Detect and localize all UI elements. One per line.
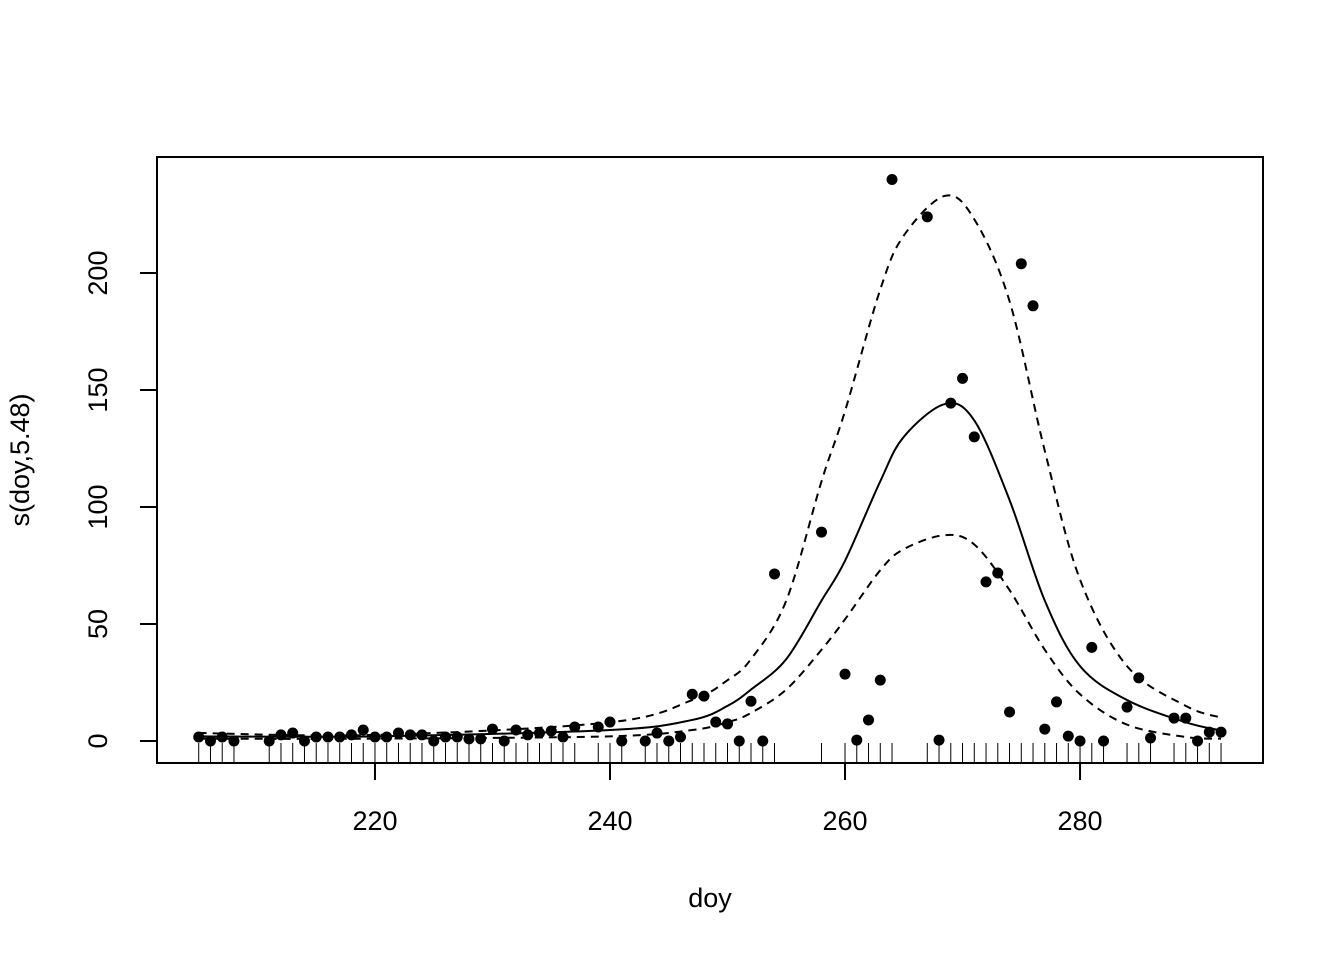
point [651, 727, 663, 739]
point [663, 735, 675, 747]
y-axis-label: s(doy,5.48) [5, 393, 35, 526]
x-tick-label: 240 [587, 806, 632, 836]
point [1074, 735, 1086, 747]
y-tick-label: 100 [83, 484, 113, 529]
y-tick-label: 50 [83, 609, 113, 639]
point [1027, 300, 1039, 312]
point [357, 724, 369, 736]
point [1121, 701, 1133, 713]
point [933, 734, 945, 746]
point [839, 668, 851, 680]
point [686, 688, 698, 700]
point [710, 716, 722, 728]
point [769, 568, 781, 580]
y-tick-label: 200 [83, 251, 113, 296]
point [863, 714, 875, 726]
y-tick-label: 150 [83, 368, 113, 413]
point [733, 735, 745, 747]
point [522, 729, 534, 741]
point [886, 173, 898, 185]
point [1098, 735, 1110, 747]
point [1062, 730, 1074, 742]
point [1215, 726, 1227, 738]
point [1039, 723, 1051, 735]
point [1086, 641, 1098, 653]
point [1051, 696, 1063, 708]
point [745, 695, 757, 707]
point [1145, 732, 1157, 744]
point [757, 735, 769, 747]
point [345, 729, 357, 741]
point [428, 735, 440, 747]
point [675, 731, 687, 743]
x-axis-label: doy [688, 883, 732, 913]
point [486, 723, 498, 735]
point [545, 725, 557, 737]
confidence-band [198, 533, 1222, 740]
point [980, 576, 992, 588]
point [1015, 258, 1027, 270]
plot-frame [156, 156, 1264, 764]
y-tick-label: 0 [83, 733, 113, 748]
point [616, 735, 628, 747]
x-tick-label: 220 [352, 806, 397, 836]
point [1004, 706, 1016, 718]
point [639, 735, 651, 747]
confidence-band [198, 194, 1222, 737]
point [874, 674, 886, 686]
fit-line [198, 402, 1222, 738]
point [816, 526, 828, 538]
x-tick-label: 260 [822, 806, 867, 836]
x-tick-label: 280 [1058, 806, 1103, 836]
point [851, 734, 863, 746]
point [569, 721, 581, 733]
point [968, 431, 980, 443]
point [957, 372, 969, 384]
point [921, 211, 933, 223]
